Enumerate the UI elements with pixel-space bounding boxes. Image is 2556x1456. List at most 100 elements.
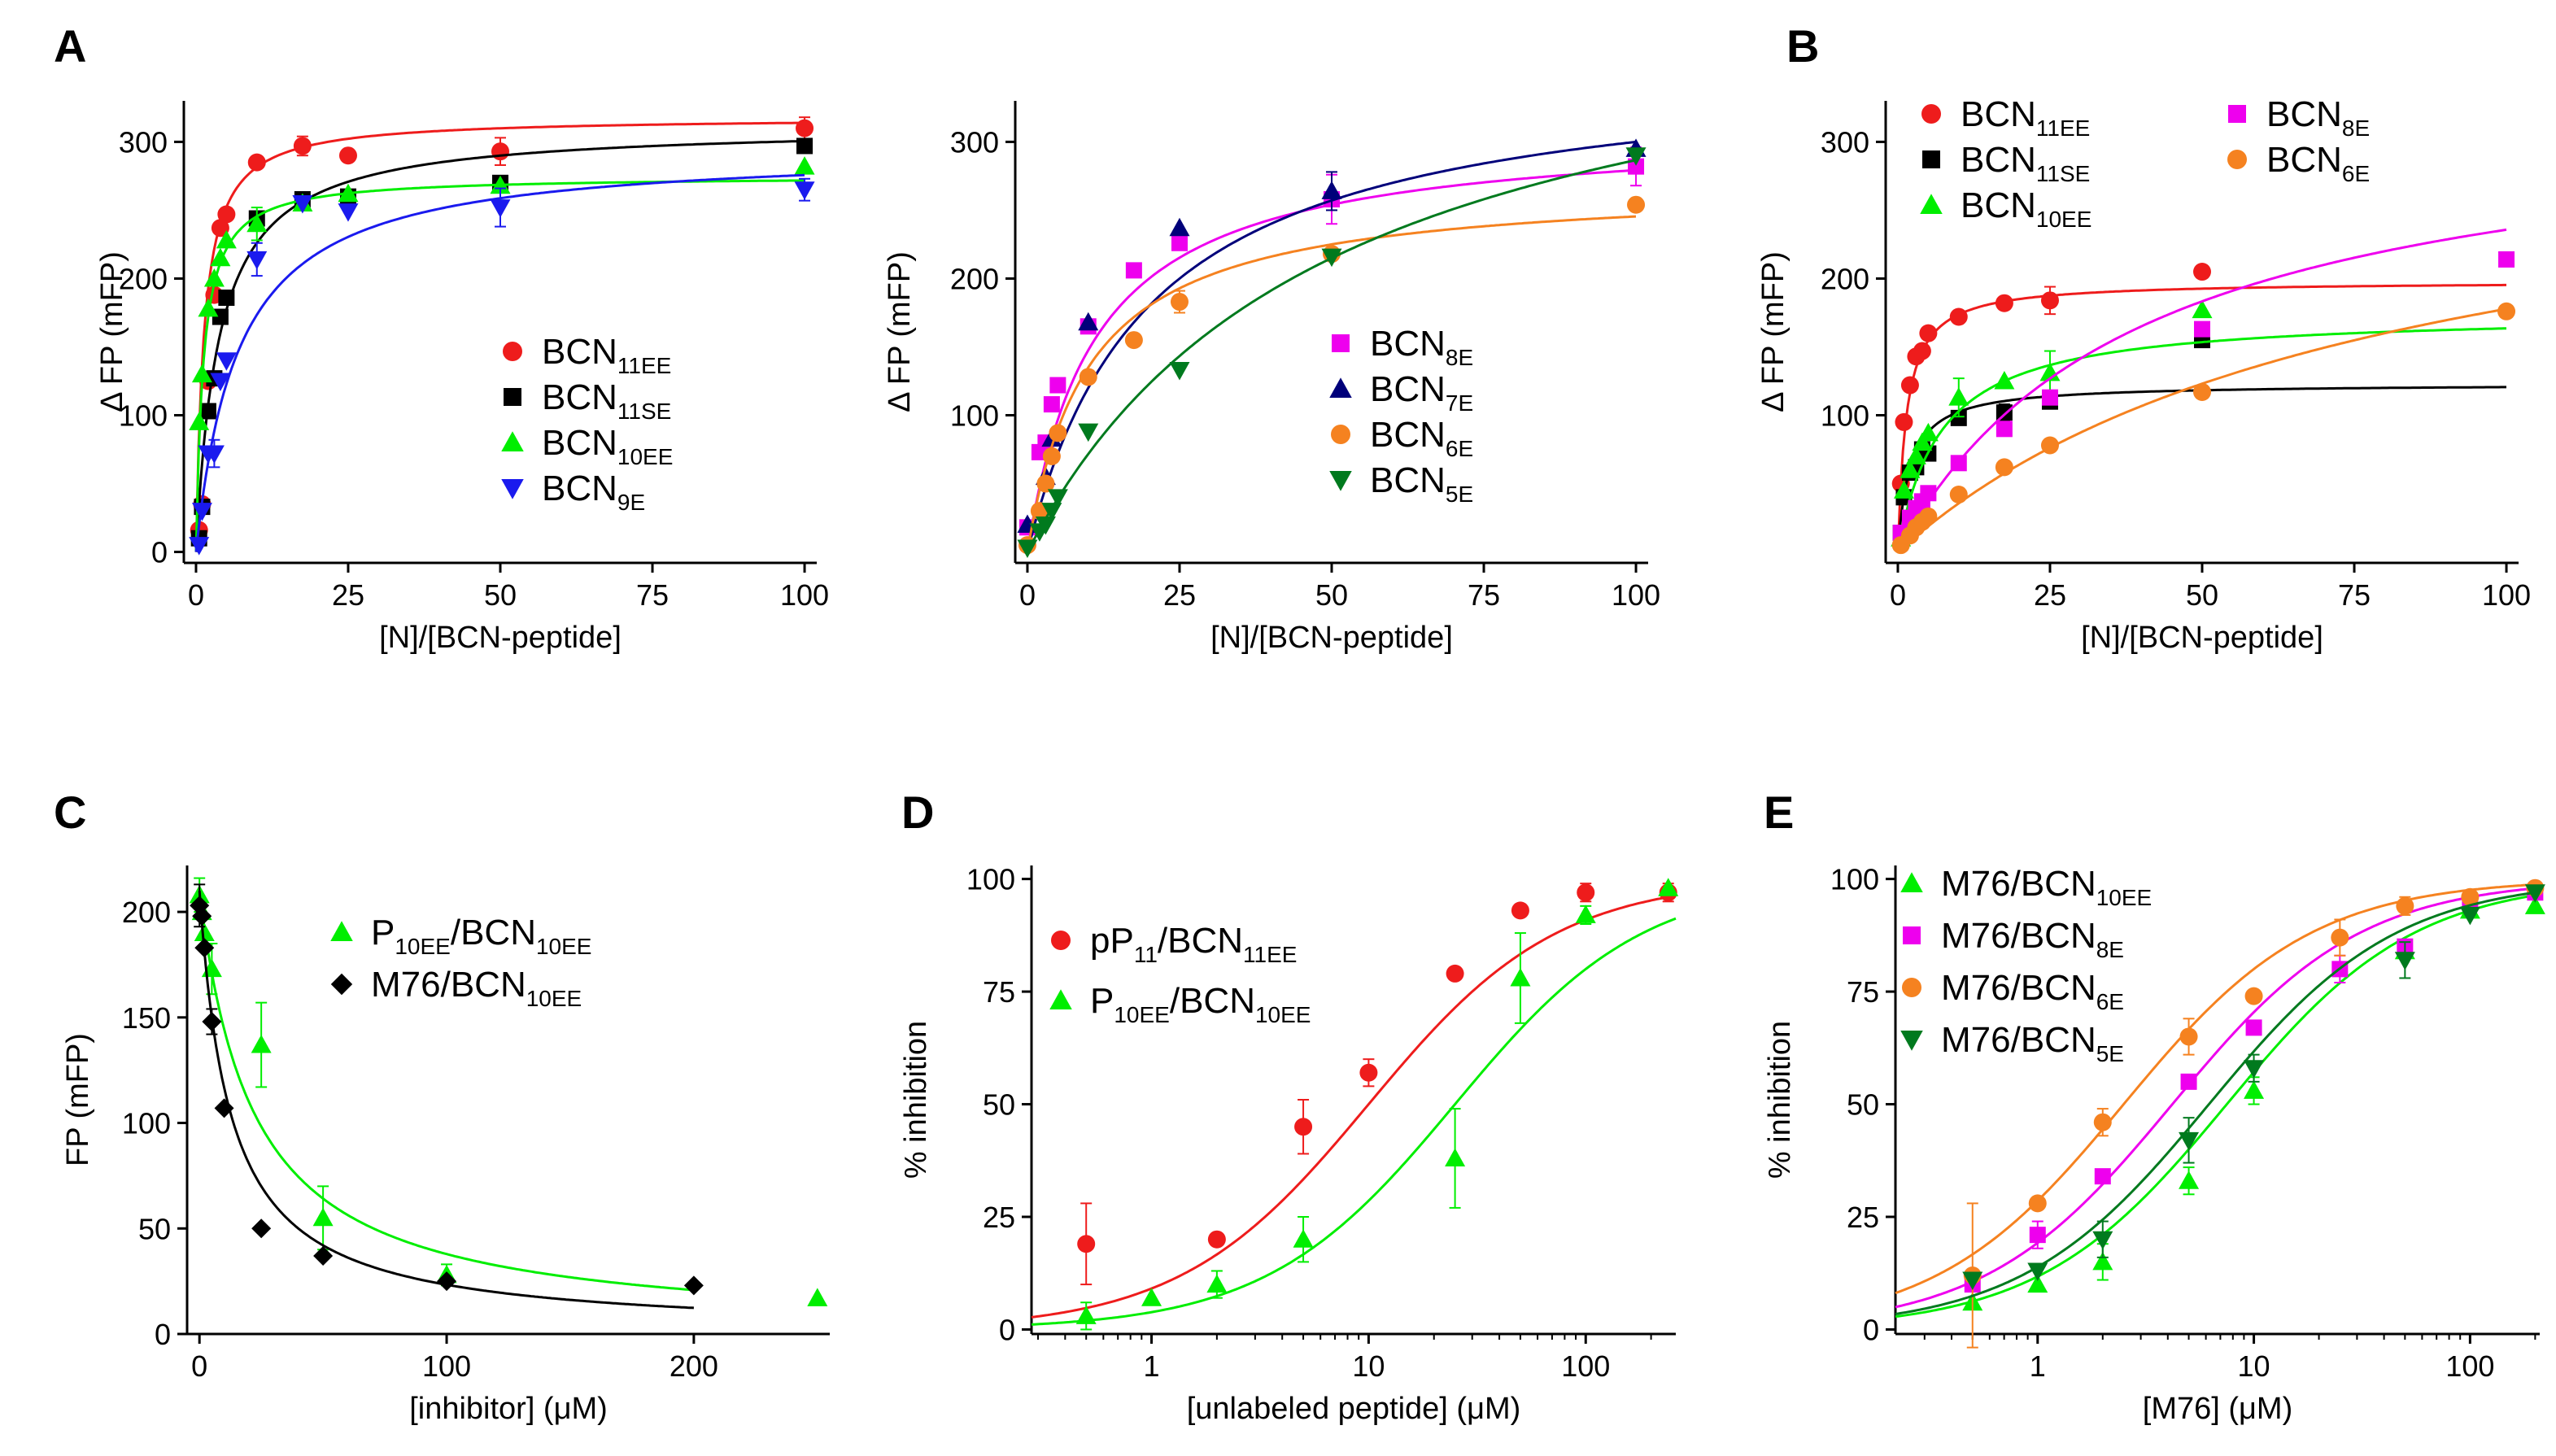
data-point: [194, 938, 215, 958]
series-bcn5e: [1017, 147, 1647, 559]
legend-label-suffix-subscript: 11EE: [1243, 942, 1297, 967]
legend-label-base: BCN: [1961, 185, 2036, 225]
legend-label-suffix-subscript: 10EE: [526, 986, 582, 1011]
legend-label: P10EE/BCN10EE: [1090, 981, 1311, 1027]
data-point: [437, 1271, 457, 1292]
legend-marker: [330, 921, 353, 941]
legend-marker: [330, 973, 353, 996]
data-point: [1041, 503, 1062, 521]
data-point: [1900, 460, 1921, 478]
x-tick-label: 25: [332, 578, 364, 612]
data-point: [1625, 147, 1647, 166]
fit-curve: [1031, 917, 1677, 1326]
data-point: [214, 1098, 234, 1118]
x-tick-label: 200: [670, 1349, 718, 1383]
legend-label-base: BCN: [1370, 324, 1446, 364]
data-point: [1036, 474, 1055, 493]
data-point: [2092, 1251, 2113, 1271]
y-tick-label: 25: [1847, 1201, 1879, 1234]
data-point: [1125, 262, 1142, 279]
y-tick-label: 200: [950, 262, 999, 295]
y-tick-label: 200: [1821, 262, 1869, 295]
panel-label-d: D: [901, 787, 934, 838]
legend-marker: [1329, 377, 1352, 398]
data-point: [1446, 964, 1464, 983]
data-point: [1321, 248, 1342, 268]
legend-label: BCN6E: [2266, 140, 2370, 186]
data-point: [2394, 952, 2415, 970]
panel-label-c: C: [54, 787, 86, 838]
data-point: [191, 503, 212, 521]
x-tick-label: 50: [484, 578, 517, 612]
data-point: [217, 205, 236, 224]
data-point: [1627, 195, 1646, 214]
data-point: [2027, 1262, 2048, 1281]
legend-label-subscript: 11SE: [2036, 161, 2090, 186]
chart-d: 0 25 50 75 100 1 10 100 [unlabeled peptide] (μM)…: [899, 863, 1679, 1426]
data-point: [1905, 446, 1926, 464]
x-tick-label: 25: [2034, 578, 2066, 612]
data-point: [796, 119, 814, 137]
data-point: [1912, 432, 1933, 451]
panel-label-e: E: [1764, 787, 1794, 838]
series-m76-bcn5e: [1895, 884, 2545, 1315]
data-point: [1075, 1306, 1097, 1324]
data-point: [1575, 905, 1596, 923]
data-point: [210, 373, 231, 391]
data-point: [1049, 424, 1067, 442]
fit-curve: [198, 890, 695, 1292]
data-point: [189, 412, 210, 430]
legend-label-suffix: /BCN: [441, 965, 526, 1005]
data-point: [210, 247, 231, 267]
data-point: [1321, 181, 1342, 199]
legend-label: M76/BCN10EE: [371, 965, 582, 1011]
legend-label-subscript: 10EE: [2096, 885, 2153, 910]
legend-marker: [1900, 872, 1923, 892]
legend-label-base: BCN: [1961, 94, 2036, 134]
data-point: [190, 896, 210, 916]
legend-label-base: BCN: [542, 332, 617, 372]
data-point: [1049, 377, 1066, 394]
legend-label: M76/BCN6E: [1941, 968, 2124, 1014]
x-tick-label: 10: [1352, 1349, 1385, 1383]
legend-marker: [1329, 471, 1352, 491]
legend-label: M76/BCN8E: [1941, 916, 2124, 962]
y-tick-label: 0: [155, 1318, 171, 1351]
legend-label-base: P: [371, 913, 395, 953]
fit-curve: [1031, 894, 1677, 1319]
data-point: [794, 156, 815, 175]
data-point: [2461, 887, 2480, 906]
series-bcn8e: [1892, 228, 2515, 553]
chart-c: 0 50 100 150 200 0 100 200 [inhibitor] (μM) FP (m…: [61, 865, 830, 1426]
legend-label: BCN11EE: [1961, 94, 2090, 141]
y-axis-label: FP (mFP): [61, 1033, 95, 1166]
data-point: [1995, 458, 2013, 477]
y-tick-label: 300: [1821, 125, 1869, 159]
data-point: [2029, 1227, 2046, 1244]
x-tick-label: 0: [1019, 578, 1036, 612]
legend-label-suffix: /BCN: [451, 913, 536, 953]
data-point: [1035, 516, 1056, 535]
legend-label-base: BCN: [2266, 140, 2342, 180]
x-tick-label: 50: [1315, 578, 1348, 612]
data-point: [293, 137, 312, 155]
data-point: [1078, 423, 1099, 442]
data-point: [1043, 396, 1060, 413]
chart-a-right: 100 200 300 0 25 50 75 100 [N]/[BCN-peptide] Δ FP…: [883, 101, 1660, 655]
x-axis-label: [unlabeled peptide] (μM): [1187, 1392, 1521, 1426]
legend-marker: [1900, 1031, 1923, 1051]
x-tick-label: 100: [2445, 1349, 2494, 1383]
chart-a-left: 0 100 200 300 0 25 50 75 100 [N]/[BCN-peptide] Δ F…: [95, 101, 829, 655]
legend-label-subscript: 5E: [1446, 482, 1473, 507]
data-point: [796, 137, 813, 155]
data-point: [251, 1218, 272, 1239]
legend-label-subscript: 7E: [1446, 390, 1473, 416]
data-point: [2193, 382, 2211, 401]
data-point: [1919, 324, 1938, 342]
legend-marker: [1921, 104, 1941, 124]
data-point: [1206, 1274, 1228, 1293]
data-point: [203, 445, 225, 464]
data-point: [2040, 291, 2059, 310]
x-tick-label: 50: [2186, 578, 2218, 612]
